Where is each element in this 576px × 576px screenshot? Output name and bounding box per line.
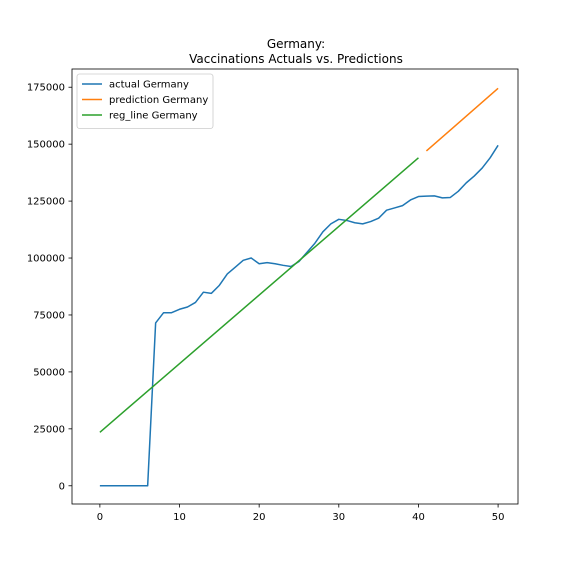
y-tick-label: 150000 — [27, 140, 65, 151]
legend-box — [76, 73, 214, 129]
x-tick-label: 30 — [332, 512, 345, 523]
chart-title-line-2: Vaccinations Actuals vs. Predictions — [189, 52, 403, 66]
legend: actual Germany prediction Germany reg_line… — [76, 73, 214, 129]
x-axis: 0 10 20 30 40 50 — [97, 504, 505, 523]
y-tick-label: 125000 — [27, 197, 65, 208]
y-tick-label: 175000 — [27, 83, 65, 94]
y-tick-label: 75000 — [33, 310, 65, 321]
y-tick-label: 25000 — [33, 424, 65, 435]
y-axis: 0 25000 50000 75000 100000 125000 150000 175000 — [27, 83, 72, 492]
y-tick-label: 0 — [59, 481, 65, 492]
x-tick-label: 50 — [492, 512, 505, 523]
x-tick-label: 10 — [173, 512, 186, 523]
legend-label: prediction Germany — [109, 95, 208, 106]
legend-label: reg_line Germany — [109, 111, 198, 122]
series-lines — [99, 87, 499, 487]
y-tick-label: 50000 — [33, 367, 65, 378]
y-tick-label: 100000 — [27, 254, 65, 265]
x-tick-label: 0 — [97, 512, 103, 523]
series-line-reg-line-germany — [99, 157, 419, 433]
axes-frame — [71, 68, 519, 505]
x-tick-label: 20 — [253, 512, 266, 523]
chart-title-line-1: Germany: — [267, 37, 325, 51]
series-line-prediction-germany — [425, 87, 499, 152]
legend-label: actual Germany — [109, 80, 189, 91]
x-tick-label: 40 — [412, 512, 425, 523]
